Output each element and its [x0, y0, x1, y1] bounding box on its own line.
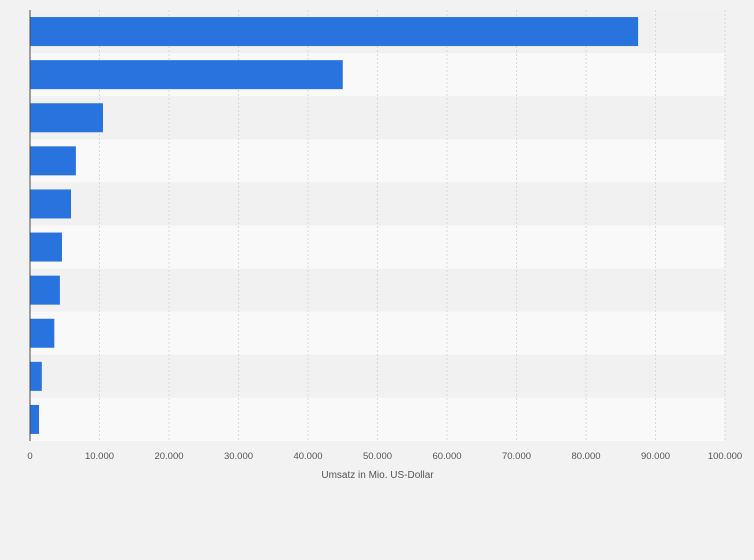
x-tick-label: 40.000 — [293, 451, 322, 462]
bar[interactable] — [30, 318, 55, 348]
x-tick-label: 90.000 — [641, 451, 670, 462]
bars — [30, 17, 639, 434]
bar[interactable] — [30, 146, 76, 176]
x-tick-label: 50.000 — [363, 451, 392, 462]
x-tick-label: 0 — [27, 451, 32, 462]
x-tick-label: 70.000 — [502, 451, 531, 462]
x-tick-label: 20.000 — [154, 451, 183, 462]
bar[interactable] — [30, 232, 62, 262]
x-tick-label: 10.000 — [85, 451, 114, 462]
bar[interactable] — [30, 189, 72, 219]
x-tick-label: 80.000 — [571, 451, 600, 462]
bar[interactable] — [30, 404, 40, 434]
bar[interactable] — [30, 17, 639, 47]
x-tick-label: 100.000 — [708, 451, 742, 462]
x-tick-label: 30.000 — [224, 451, 253, 462]
bar[interactable] — [30, 275, 60, 305]
x-axis-ticks: 0 10.000 20.000 30.000 40.000 50.000 60.000 70.… — [27, 451, 742, 462]
bar[interactable] — [30, 361, 42, 391]
x-tick-label: 60.000 — [432, 451, 461, 462]
bar[interactable] — [30, 103, 103, 133]
bar[interactable] — [30, 60, 343, 90]
x-axis-title: Umsatz in Mio. US-Dollar — [321, 470, 434, 481]
